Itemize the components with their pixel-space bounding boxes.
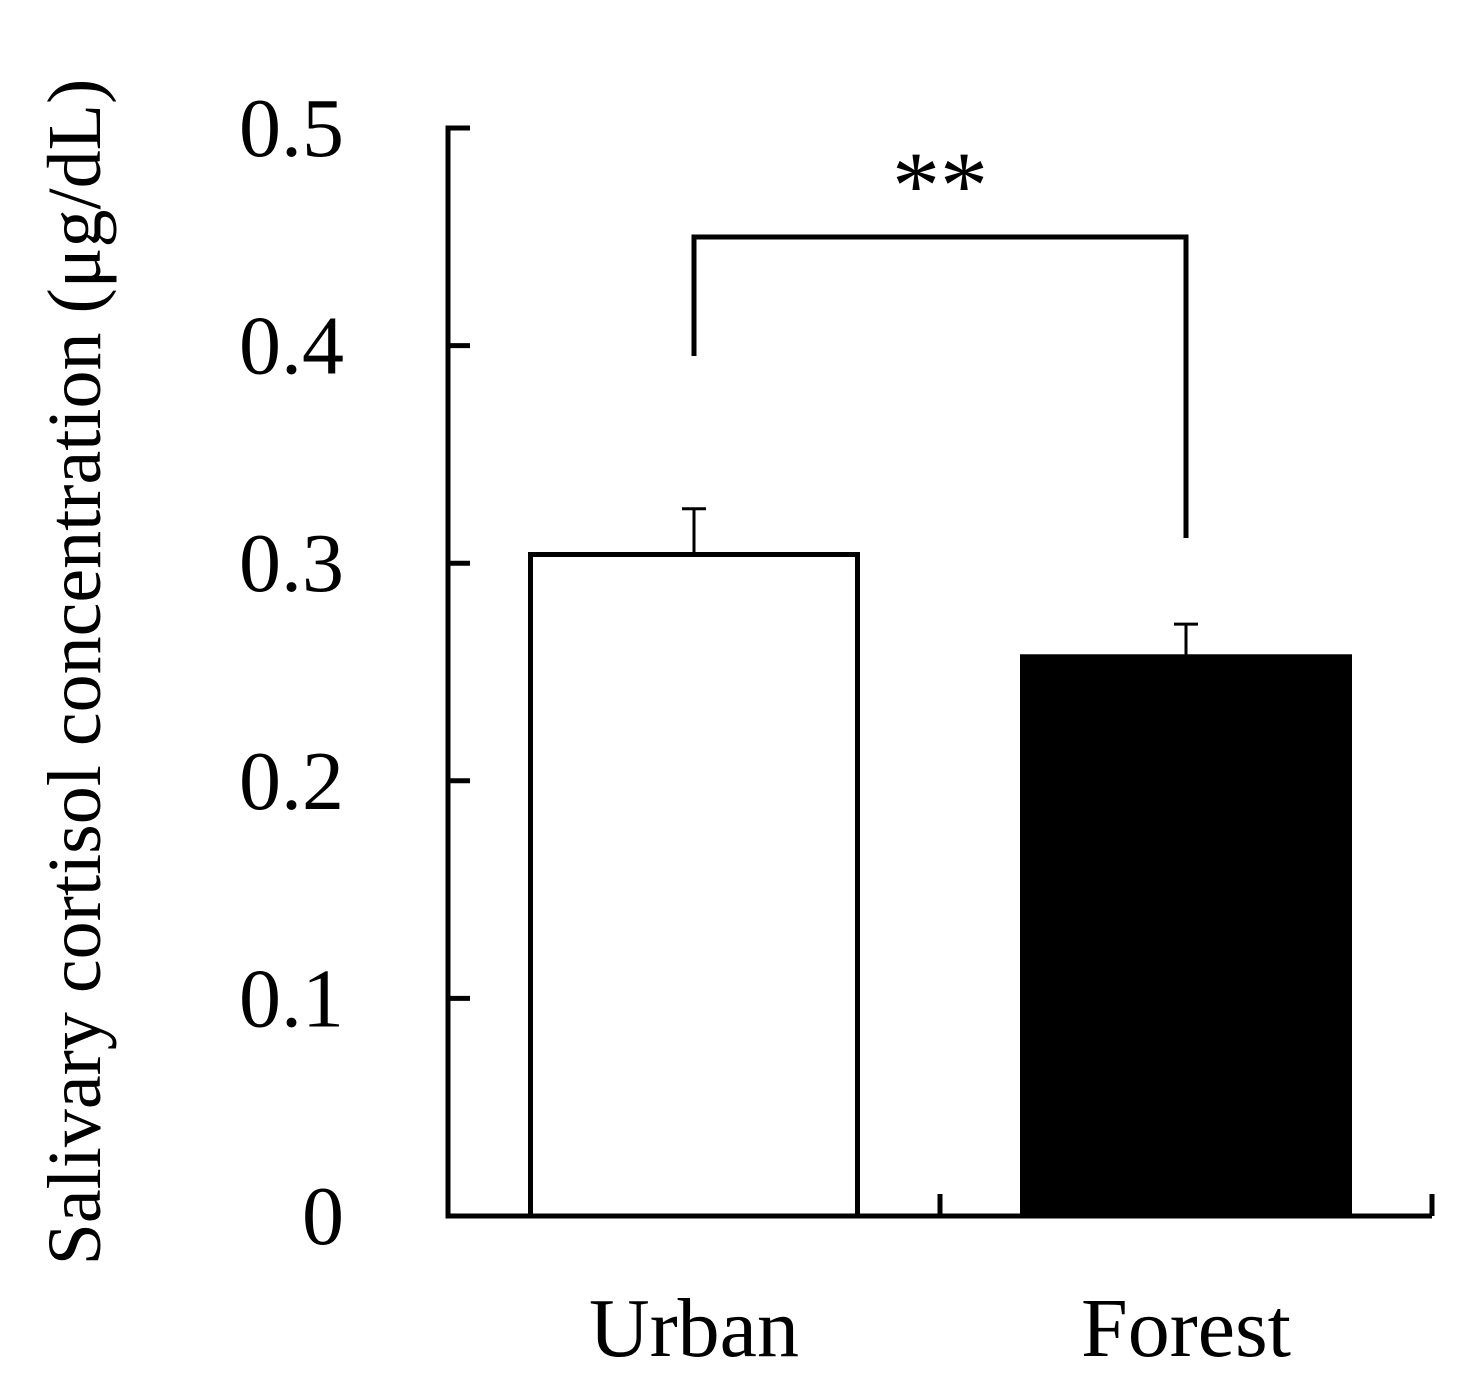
significance-label: ** xyxy=(892,132,988,239)
error-bars xyxy=(682,507,1198,657)
y-axis-title: Salivary cortisol concentration (μg/dL) xyxy=(33,79,117,1266)
y-tick-label: 0.4 xyxy=(239,300,344,393)
bar xyxy=(1020,654,1352,1219)
x-category-label: Urban xyxy=(589,1282,799,1375)
bar xyxy=(528,551,860,1219)
y-tick-label: 0.3 xyxy=(239,517,344,610)
significance-bracket: ** xyxy=(691,132,1189,538)
bars xyxy=(528,551,1352,1219)
x-category-label: Forest xyxy=(1081,1282,1291,1375)
significance-bracket-line xyxy=(691,234,1189,538)
y-axis: 0 0.1 0.2 0.3 0.4 0.5 xyxy=(239,82,470,1263)
y-tick-label: 0 xyxy=(302,1170,344,1263)
y-tick-label: 0.5 xyxy=(239,82,344,175)
x-axis: Urban Forest xyxy=(448,1194,1435,1375)
y-tick-label: 0.1 xyxy=(239,952,344,1045)
y-tick-label: 0.2 xyxy=(239,735,344,828)
